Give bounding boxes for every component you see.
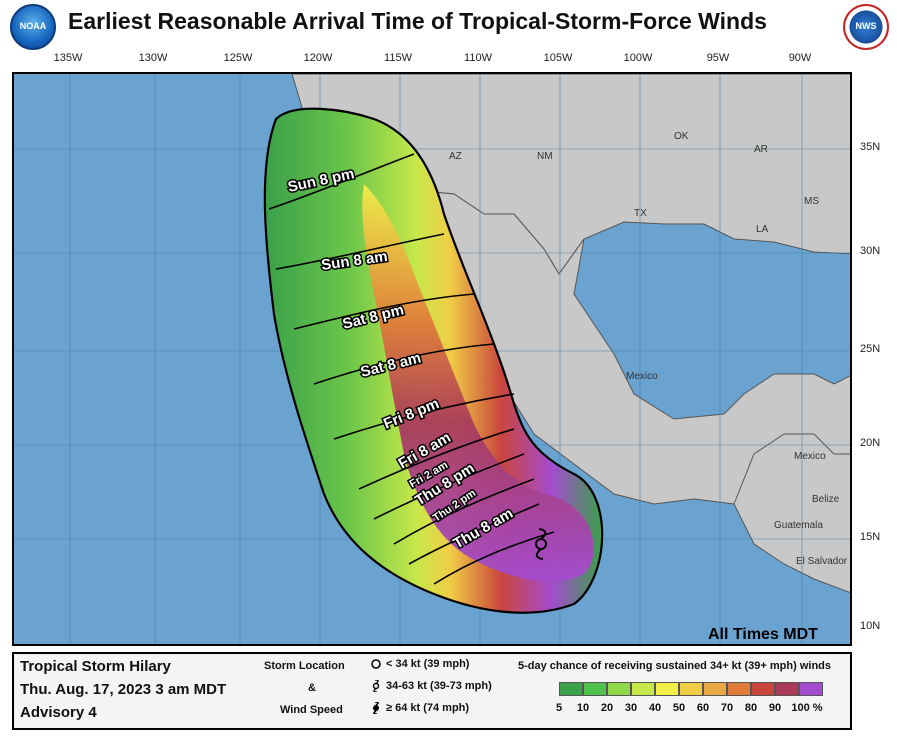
lon-label: 95W — [706, 52, 730, 64]
symbol-label-ts: 34-63 kt (39-73 mph) — [386, 680, 492, 692]
region-label-la: LA — [756, 224, 769, 235]
hurricane-icon — [373, 702, 379, 714]
lon-label: 125W — [223, 52, 253, 64]
map-title: Earliest Reasonable Arrival Time of Trop… — [68, 8, 767, 34]
region-label-tx: TX — [634, 208, 647, 219]
lat-label: 25N — [860, 343, 881, 355]
ampersand-label: & — [308, 682, 316, 694]
noaa-logo-text: NOAA — [19, 21, 47, 31]
symbol-label-hurricane: ≥ 64 kt (74 mph) — [386, 702, 470, 714]
tropical-storm-icon — [372, 680, 380, 692]
probability-swatch — [559, 682, 583, 696]
central-america-land — [733, 433, 850, 594]
times-note: All Times MDT — [708, 626, 818, 643]
legend-panel: Tropical Storm Hilary Thu. Aug. 17, 2023… — [12, 652, 852, 730]
tropical-storm-icon — [535, 528, 547, 560]
lat-label: 15N — [860, 531, 881, 543]
circle-icon — [371, 659, 381, 669]
probability-color-bar — [559, 682, 823, 696]
lon-label: 90W — [788, 52, 812, 64]
nws-logo-text: NWS — [855, 21, 877, 31]
probability-ticks: 5 10 20 30 40 50 60 70 80 90 100 % — [547, 702, 827, 714]
lat-label: 10N — [860, 620, 881, 632]
probability-tick: 80 — [744, 702, 758, 714]
probability-tick: 30 — [624, 702, 638, 714]
issue-time: Thu. Aug. 17, 2023 3 am MDT — [20, 681, 227, 698]
lon-label: 120W — [303, 52, 333, 64]
probability-swatch — [583, 682, 607, 696]
probability-tick: 100 % — [791, 702, 823, 714]
high-probability-core — [362, 184, 594, 582]
region-label-mexico: Mexico — [626, 371, 658, 382]
lat-label: 30N — [860, 245, 881, 257]
lon-label: 135W — [53, 52, 83, 64]
noaa-logo: NOAA — [10, 4, 56, 50]
probability-title: 5-day chance of receiving sustained 34+ … — [518, 660, 831, 672]
wind-speed-label: Wind Speed — [280, 704, 343, 716]
probability-tick: 20 — [600, 702, 614, 714]
region-label-mexico-east: Mexico — [794, 451, 826, 462]
lon-label: 100W — [623, 52, 653, 64]
region-label-ar: AR — [754, 144, 768, 155]
probability-tick: 90 — [768, 702, 782, 714]
advisory-number: Advisory 4 — [20, 704, 97, 721]
storm-location-label: Storm Location — [264, 660, 345, 672]
storm-name: Tropical Storm Hilary — [20, 658, 171, 675]
region-label-el-salvador: El Salvador — [796, 556, 848, 567]
region-label-ms: MS — [804, 196, 819, 207]
arrival-contours — [268, 153, 555, 585]
probability-tick: 60 — [696, 702, 710, 714]
probability-tick: 10 — [576, 702, 590, 714]
probability-swatch — [655, 682, 679, 696]
lon-label: 105W — [543, 52, 573, 64]
probability-tick: 50 — [672, 702, 686, 714]
probability-swatch — [751, 682, 775, 696]
probability-swatch — [679, 682, 703, 696]
probability-tick: 70 — [720, 702, 734, 714]
probability-swatch — [727, 682, 751, 696]
map-canvas: AZ NM OK AR TX LA MS Mexico Mexico Beliz… — [14, 74, 850, 644]
map-frame: AZ NM OK AR TX LA MS Mexico Mexico Beliz… — [12, 72, 852, 646]
probability-swatch — [631, 682, 655, 696]
probability-swatch — [799, 682, 823, 696]
probability-swatch — [607, 682, 631, 696]
probability-swatch — [775, 682, 799, 696]
symbol-row-ts: 34-63 kt (39-73 mph) — [370, 680, 492, 692]
lat-label: 35N — [860, 141, 881, 153]
probability-tick: 40 — [648, 702, 662, 714]
symbol-row-weak: < 34 kt (39 mph) — [370, 658, 469, 670]
symbol-label-weak: < 34 kt (39 mph) — [386, 658, 470, 670]
region-label-nm: NM — [537, 151, 553, 162]
lon-label: 110W — [464, 52, 492, 64]
nws-logo: NWS — [843, 4, 889, 50]
lat-label: 20N — [860, 437, 881, 449]
lon-label: 115W — [384, 52, 412, 64]
region-label-az: AZ — [449, 151, 462, 162]
symbol-row-hurricane: ≥ 64 kt (74 mph) — [370, 702, 469, 714]
probability-tick: 5 — [555, 702, 563, 714]
region-label-belize: Belize — [812, 494, 840, 505]
lon-label: 130W — [138, 52, 168, 64]
probability-swatch — [703, 682, 727, 696]
region-label-guatemala: Guatemala — [774, 520, 823, 531]
region-label-ok: OK — [674, 131, 689, 142]
